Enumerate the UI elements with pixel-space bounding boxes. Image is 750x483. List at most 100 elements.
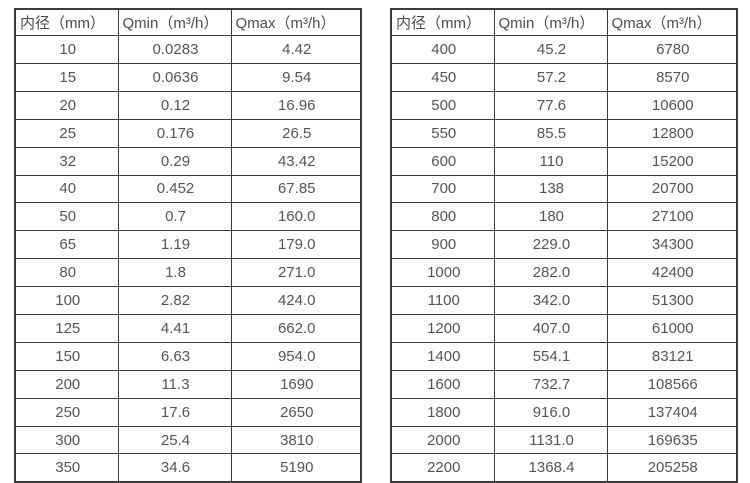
cell-qmax: 42400 — [606, 258, 738, 288]
cell-qmax: 3810 — [230, 425, 362, 455]
cell-qmax: 10600 — [606, 90, 738, 120]
cell-qmin: 110 — [493, 146, 608, 176]
table-row: 100 2.82 424.0 — [14, 286, 362, 315]
cell-qmax: 160.0 — [230, 202, 362, 232]
flow-table-large-diameters: 内径（mm） Qmin（m³/h） Qmax（m³/h） 400 45.2 6780… — [390, 8, 738, 483]
cell-qmin: 407.0 — [493, 314, 608, 343]
cell-qmin: 916.0 — [493, 397, 608, 427]
cell-inner-diameter: 200 — [14, 369, 119, 399]
cell-inner-diameter: 10 — [14, 35, 119, 64]
table-row: 50 0.7 160.0 — [14, 202, 362, 232]
table-row: 1800 916.0 137404 — [390, 397, 738, 427]
cell-inner-diameter: 500 — [390, 90, 495, 120]
cell-qmax: 12800 — [606, 118, 738, 148]
cell-qmax: 271.0 — [230, 258, 362, 288]
table-row: 1600 732.7 108566 — [390, 369, 738, 399]
cell-qmax: 15200 — [606, 146, 738, 176]
cell-inner-diameter: 50 — [14, 202, 119, 232]
header-qmin: Qmin（m³/h） — [493, 8, 608, 37]
table-row: 600 110 15200 — [390, 146, 738, 176]
cell-qmax: 954.0 — [230, 341, 362, 371]
cell-qmin: 229.0 — [493, 230, 608, 260]
cell-qmin: 342.0 — [493, 286, 608, 315]
cell-qmax: 9.54 — [230, 62, 362, 92]
cell-qmax: 5190 — [230, 453, 362, 483]
cell-qmin: 0.12 — [117, 90, 232, 120]
cell-qmin: 1.19 — [117, 230, 232, 260]
cell-qmax: 26.5 — [230, 118, 362, 148]
cell-qmax: 67.85 — [230, 174, 362, 204]
cell-qmin: 57.2 — [493, 62, 608, 92]
cell-inner-diameter: 900 — [390, 230, 495, 260]
cell-inner-diameter: 80 — [14, 258, 119, 288]
cell-qmax: 424.0 — [230, 286, 362, 315]
cell-qmin: 45.2 — [493, 35, 608, 64]
cell-inner-diameter: 100 — [14, 286, 119, 315]
cell-qmin: 282.0 — [493, 258, 608, 288]
table-row: 10 0.0283 4.42 — [14, 35, 362, 64]
cell-qmin: 1.8 — [117, 258, 232, 288]
cell-qmax: 16.96 — [230, 90, 362, 120]
table-header: 内径（mm） Qmin（m³/h） Qmax（m³/h） — [14, 8, 362, 37]
header-qmin: Qmin（m³/h） — [117, 8, 232, 37]
table-row: 20 0.12 16.96 — [14, 90, 362, 120]
table-row: 200 11.3 1690 — [14, 369, 362, 399]
cell-qmax: 61000 — [606, 314, 738, 343]
header-inner-diameter: 内径（mm） — [390, 8, 495, 37]
cell-inner-diameter: 40 — [14, 174, 119, 204]
cell-inner-diameter: 32 — [14, 146, 119, 176]
cell-qmin: 85.5 — [493, 118, 608, 148]
cell-inner-diameter: 400 — [390, 35, 495, 64]
cell-qmax: 179.0 — [230, 230, 362, 260]
cell-inner-diameter: 1100 — [390, 286, 495, 315]
table-row: 800 180 27100 — [390, 202, 738, 232]
table-row: 400 45.2 6780 — [390, 35, 738, 64]
header-qmax: Qmax（m³/h） — [606, 8, 738, 37]
cell-qmin: 0.0636 — [117, 62, 232, 92]
table-row: 300 25.4 3810 — [14, 425, 362, 455]
cell-inner-diameter: 2200 — [390, 453, 495, 483]
table-row: 25 0.176 26.5 — [14, 118, 362, 148]
cell-qmin: 1368.4 — [493, 453, 608, 483]
table-row: 2200 1368.4 205258 — [390, 453, 738, 483]
table-row: 550 85.5 12800 — [390, 118, 738, 148]
cell-qmax: 2650 — [230, 397, 362, 427]
cell-qmin: 0.176 — [117, 118, 232, 148]
cell-inner-diameter: 65 — [14, 230, 119, 260]
table-row: 1000 282.0 42400 — [390, 258, 738, 288]
cell-inner-diameter: 1200 — [390, 314, 495, 343]
table-row: 450 57.2 8570 — [390, 62, 738, 92]
header-row: 内径（mm） Qmin（m³/h） Qmax（m³/h） — [390, 8, 738, 37]
cell-inner-diameter: 700 — [390, 174, 495, 204]
cell-qmin: 0.29 — [117, 146, 232, 176]
cell-qmax: 20700 — [606, 174, 738, 204]
cell-inner-diameter: 800 — [390, 202, 495, 232]
cell-inner-diameter: 150 — [14, 341, 119, 371]
cell-qmax: 1690 — [230, 369, 362, 399]
table-row: 1100 342.0 51300 — [390, 286, 738, 315]
table-row: 125 4.41 662.0 — [14, 314, 362, 343]
cell-inner-diameter: 1800 — [390, 397, 495, 427]
cell-inner-diameter: 550 — [390, 118, 495, 148]
cell-qmax: 137404 — [606, 397, 738, 427]
table-row: 80 1.8 271.0 — [14, 258, 362, 288]
cell-qmin: 180 — [493, 202, 608, 232]
table-row: 250 17.6 2650 — [14, 397, 362, 427]
cell-inner-diameter: 15 — [14, 62, 119, 92]
cell-inner-diameter: 450 — [390, 62, 495, 92]
table-row: 700 138 20700 — [390, 174, 738, 204]
cell-qmin: 11.3 — [117, 369, 232, 399]
cell-qmax: 8570 — [606, 62, 738, 92]
cell-qmax: 27100 — [606, 202, 738, 232]
cell-qmin: 732.7 — [493, 369, 608, 399]
table-row: 350 34.6 5190 — [14, 453, 362, 483]
cell-inner-diameter: 350 — [14, 453, 119, 483]
cell-qmin: 2.82 — [117, 286, 232, 315]
cell-qmin: 138 — [493, 174, 608, 204]
flow-table-small-diameters: 内径（mm） Qmin（m³/h） Qmax（m³/h） 10 0.0283 4.4… — [14, 8, 362, 483]
cell-qmin: 0.7 — [117, 202, 232, 232]
cell-qmin: 0.0283 — [117, 35, 232, 64]
cell-inner-diameter: 1400 — [390, 341, 495, 371]
table-body: 400 45.2 6780 450 57.2 8570 500 77.6 10600 550 85.… — [390, 35, 738, 483]
